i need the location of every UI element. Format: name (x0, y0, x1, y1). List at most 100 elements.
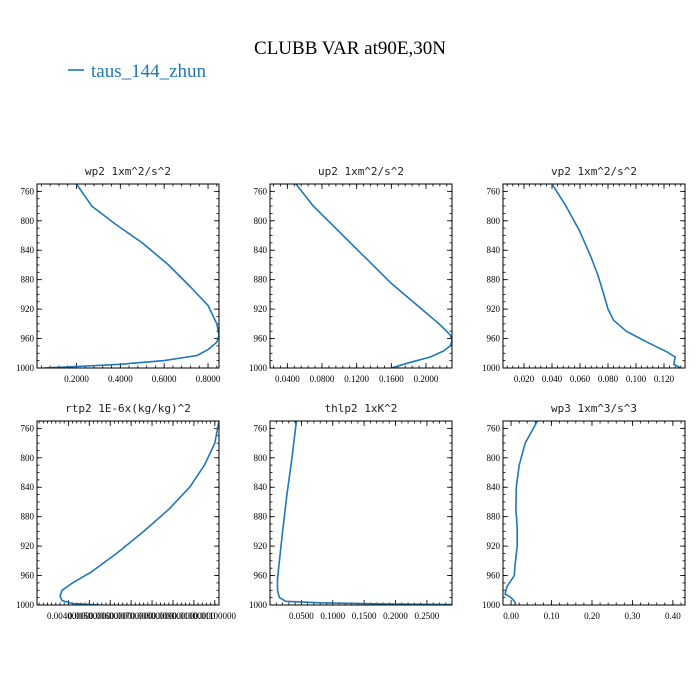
panel-6: wp3 1xm^3/s^3 760 800 840 880 920 960 10000.00 0… (482, 402, 686, 621)
plot-frame (269, 420, 453, 606)
panel-1: wp2 1xm^2/s^2 760 800 840 880 920 960 1000 0.200… (16, 165, 221, 384)
panel-title: up2 1xm^2/s^2 (318, 165, 404, 178)
x-tick-label: 0.00700000 (110, 611, 153, 621)
y-tick-label: 960 (487, 334, 501, 344)
series-line (551, 184, 682, 368)
x-tick-label: 0.01100000 (194, 611, 237, 621)
y-tick-label: 1000 (249, 600, 268, 610)
x-tick-label: 0.060 (570, 374, 591, 384)
y-tick-label: 840 (254, 245, 268, 255)
plot-frame (36, 183, 220, 369)
y-tick-label: 1000 (249, 363, 268, 373)
x-tick-label: 0.00600000 (89, 611, 132, 621)
y-tick-label: 920 (254, 304, 268, 314)
x-tick-label: 0.0400 (275, 374, 300, 384)
x-tick-label: 0.00900000 (152, 611, 195, 621)
x-tick-label: 0.40 (665, 611, 681, 621)
x-tick-label: 0.1600 (379, 374, 404, 384)
x-tick-label: 0.080 (598, 374, 619, 384)
series-line (295, 184, 452, 368)
x-tick-label: 0.1500 (352, 611, 377, 621)
y-tick-label: 920 (487, 541, 501, 551)
x-tick-label: 0.8000 (196, 374, 221, 384)
x-tick-label: 0.2500 (415, 611, 440, 621)
x-tick-label: 0.100 (626, 374, 647, 384)
x-tick-label: 0.30 (625, 611, 641, 621)
y-tick-label: 840 (254, 482, 268, 492)
y-tick-label: 960 (487, 571, 501, 581)
x-tick-label: 0.10 (544, 611, 560, 621)
y-tick-label: 880 (254, 275, 268, 285)
figure-title: CLUBB VAR at90E,30N (254, 38, 446, 59)
y-tick-label: 840 (21, 245, 35, 255)
y-tick-label: 800 (487, 453, 501, 463)
y-tick-label: 800 (487, 216, 501, 226)
y-tick-label: 960 (254, 334, 268, 344)
y-tick-label: 800 (254, 216, 268, 226)
plot-frame (502, 183, 686, 369)
plot-frame (502, 420, 686, 606)
y-tick-label: 760 (487, 423, 501, 433)
x-tick-label: 0.020 (514, 374, 535, 384)
y-tick-label: 800 (254, 453, 268, 463)
y-tick-label: 880 (487, 275, 501, 285)
x-tick-label: 0.1000 (320, 611, 345, 621)
x-tick-label: 0.0800 (310, 374, 335, 384)
y-tick-label: 760 (21, 186, 35, 196)
y-tick-label: 920 (254, 541, 268, 551)
y-tick-label: 760 (21, 423, 35, 433)
y-tick-label: 800 (21, 216, 35, 226)
x-tick-label: 0.2000 (414, 374, 439, 384)
series-line (43, 184, 219, 368)
x-tick-label: 0.00800000 (131, 611, 174, 621)
plot-frame (269, 183, 453, 369)
y-tick-label: 960 (254, 571, 268, 581)
y-tick-label: 840 (487, 245, 501, 255)
y-tick-label: 960 (21, 571, 35, 581)
x-tick-label: 0.00 (503, 611, 519, 621)
panel-2: up2 1xm^2/s^2 760 800 840 880 920 960 1000 0.040… (249, 165, 453, 384)
x-tick-label: 0.040 (542, 374, 563, 384)
panel-3: vp2 1xm^2/s^2 760 800 840 880 920 960 1000 0.020… (482, 165, 686, 384)
plot-frame (36, 420, 220, 606)
series-line (504, 421, 539, 605)
y-tick-label: 1000 (482, 363, 501, 373)
y-tick-label: 920 (487, 304, 501, 314)
y-tick-label: 760 (254, 423, 268, 433)
x-tick-label: 0.00400000 (47, 611, 90, 621)
panel-title: wp2 1xm^2/s^2 (85, 165, 171, 178)
x-tick-label: 0.4000 (108, 374, 133, 384)
y-tick-label: 760 (487, 186, 501, 196)
x-tick-label: 0.0500 (289, 611, 314, 621)
y-tick-label: 880 (21, 512, 35, 522)
y-tick-label: 960 (21, 334, 35, 344)
y-tick-label: 840 (21, 482, 35, 492)
panel-title: thlp2 1xK^2 (325, 402, 398, 415)
y-tick-label: 920 (21, 304, 35, 314)
series-line (59, 421, 219, 605)
panel-5: thlp2 1xK^2 760 800 840 880 920 960 1000 0.0500 0… (249, 402, 453, 621)
x-tick-label: 0.00500000 (68, 611, 111, 621)
x-tick-label: 0.1200 (344, 374, 369, 384)
y-tick-label: 880 (254, 512, 268, 522)
panel-title: vp2 1xm^2/s^2 (551, 165, 637, 178)
y-tick-label: 840 (487, 482, 501, 492)
legend-label: taus_144_zhun (91, 61, 207, 82)
y-tick-label: 800 (21, 453, 35, 463)
y-tick-label: 1000 (16, 600, 35, 610)
x-tick-label: 0.01000000 (173, 611, 216, 621)
panel-4: rtp2 1E-6x(kg/kg)^2 760 800 840 880 920 960 100… (16, 402, 237, 621)
y-tick-label: 880 (21, 275, 35, 285)
series-line (276, 421, 452, 605)
y-tick-label: 760 (254, 186, 268, 196)
y-tick-label: 880 (487, 512, 501, 522)
y-tick-label: 1000 (482, 600, 501, 610)
y-tick-label: 920 (21, 541, 35, 551)
y-tick-label: 1000 (16, 363, 35, 373)
x-tick-label: 0.2000 (64, 374, 89, 384)
x-tick-label: 0.120 (654, 374, 675, 384)
panels: wp2 1xm^2/s^2 760 800 840 880 920 960 1000 0.200… (16, 165, 686, 621)
x-tick-label: 0.6000 (152, 374, 177, 384)
x-tick-label: 0.2000 (383, 611, 408, 621)
